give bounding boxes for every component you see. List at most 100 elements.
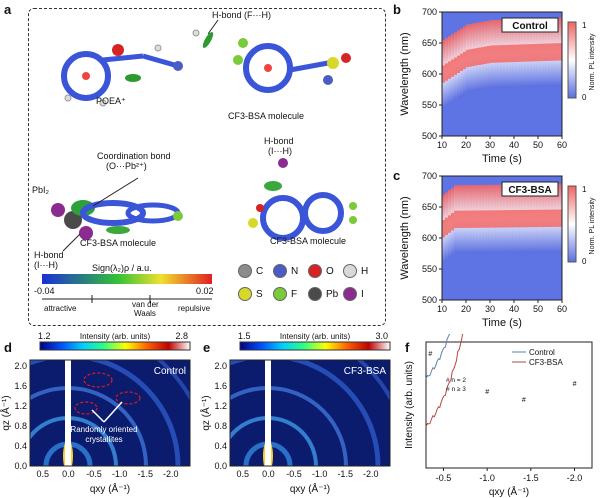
legend-atom-label: C xyxy=(256,265,264,277)
heatmap-peak-band xyxy=(526,209,530,228)
x-axis-label: qxy (Å⁻¹) xyxy=(290,482,330,495)
heatmap-peak-band xyxy=(526,44,530,62)
x-tick-label: -2.0 xyxy=(567,473,583,483)
heatmap-title: CF3-BSA xyxy=(508,185,551,196)
colorbar-label: Intensity (arb. units) xyxy=(80,332,151,341)
label-cf3-mid: CF3-BSA molecule xyxy=(80,238,157,248)
detector-gap xyxy=(65,360,71,466)
heatmap-peak-band xyxy=(442,220,446,238)
heatmap-peak-band xyxy=(493,45,497,63)
y-tick-label: 1.6 xyxy=(14,381,27,391)
x-tick-label: -1.5 xyxy=(523,473,539,483)
heatmap-peak-band xyxy=(448,215,452,233)
label-hbond-ih-left: H-bond xyxy=(34,250,64,260)
y-tick-label: 700 xyxy=(422,171,437,181)
y-tick-label: 0.8 xyxy=(14,421,27,431)
heatmap-peak-band xyxy=(496,210,500,228)
heatmap-peak-band xyxy=(478,47,482,66)
x-axis-label: Time (s) xyxy=(482,317,522,329)
legend-atom-h: H xyxy=(343,264,378,278)
annotation-text-line1: Randomly oriented xyxy=(70,425,137,434)
legend-atom-label: Pb xyxy=(326,288,339,300)
y-axis-label: Intensity (arb. units) xyxy=(404,361,415,449)
peak-marker: # xyxy=(522,397,526,404)
heatmap-peak-band xyxy=(463,51,467,70)
heatmap-peak-band xyxy=(490,210,494,228)
title-box xyxy=(501,17,559,33)
y-tick-label: 0.0 xyxy=(214,461,227,471)
giwaxs-cf3bsa: 1.5 3.0 Intensity (arb. units) 0.5 0.0 -0.5 -1… xyxy=(200,331,391,495)
scale-attractive: attractive xyxy=(44,304,77,313)
peak-marker: # xyxy=(428,351,432,358)
heatmap-peak-band xyxy=(484,210,488,228)
heatmap-peak-band xyxy=(457,55,461,73)
plot-frame xyxy=(29,359,191,467)
x-axis-label: Time (s) xyxy=(482,153,522,165)
plot-frame xyxy=(425,341,593,469)
x-tick-label: -1.0 xyxy=(112,469,128,479)
heatmap-peak-band xyxy=(559,209,563,227)
legend-atom-c: C xyxy=(238,264,273,278)
scale-vdw-2: Waals xyxy=(134,309,156,318)
heatmap-peak-band xyxy=(451,59,455,77)
colorbar-tick-max: 3.0 xyxy=(375,331,388,341)
y-tick-label: 650 xyxy=(422,38,437,48)
annotation-text-line2: crystallites xyxy=(85,435,122,444)
image-title: Control xyxy=(154,366,186,377)
y-tick-label: 550 xyxy=(422,100,437,110)
y-tick-label: 0.4 xyxy=(214,441,227,451)
x-axis-label: qxy (Å⁻¹) xyxy=(90,482,130,495)
heatmap-peak-band xyxy=(553,209,557,227)
heatmap-peak-band xyxy=(520,44,524,62)
crystallite-highlight xyxy=(74,401,98,415)
x-tick-label: 0.5 xyxy=(37,469,50,479)
y-tick-label: 500 xyxy=(422,295,437,305)
y-axis-label: Wavelength (nm) xyxy=(399,32,411,115)
heatmap-peak-band xyxy=(532,209,536,228)
heatmap-peak-band xyxy=(451,213,455,231)
scattering-ring xyxy=(30,360,181,466)
legend-label-control: Control xyxy=(529,348,555,357)
cf3-molecule-right xyxy=(248,158,357,241)
legend-atom-label: F xyxy=(291,288,298,300)
y-tick-label: 600 xyxy=(422,233,437,243)
colorbar-tick: 1 xyxy=(582,21,587,30)
x-tick-label: 20 xyxy=(461,140,471,150)
heatmap-peak-band xyxy=(520,209,524,228)
heatmap-peak-band xyxy=(544,43,548,61)
legend-atom-label: S xyxy=(256,288,263,300)
heatmap-peak-band xyxy=(466,210,470,228)
heatmap-peak-band xyxy=(550,209,554,227)
legend-atom-swatch xyxy=(308,287,322,301)
cf3-molecule-top xyxy=(192,29,351,93)
heatmap-peak-band xyxy=(550,43,554,61)
heatmap-peak-band xyxy=(472,210,476,228)
y-tick-label: 500 xyxy=(422,131,437,141)
y-tick-label: 1.6 xyxy=(214,381,227,391)
heatmap-peak-band xyxy=(517,44,521,62)
legend-atom-swatch xyxy=(343,264,357,278)
scale-min: -0.04 xyxy=(34,286,55,296)
panel-label-e: e xyxy=(203,340,211,355)
colorbar-tick-max: 2.8 xyxy=(175,331,188,341)
heatmap-peak-band xyxy=(538,43,542,62)
heatmap-peak-band xyxy=(475,48,479,66)
panel-label-a: a xyxy=(4,2,12,17)
x-tick-label: 10 xyxy=(437,304,447,314)
heatmap-peak-band xyxy=(463,210,467,228)
x-tick-label: 10 xyxy=(437,140,447,150)
heatmap-peak-band xyxy=(535,209,539,228)
label-coord-bond-2: (O···Pb²⁺) xyxy=(106,161,147,171)
colorbar-label: Intensity (arb. units) xyxy=(280,332,351,341)
heatmap-peak-band xyxy=(511,44,515,63)
cf3-molecule-mid xyxy=(51,200,183,240)
legend-atom-swatch xyxy=(273,287,287,301)
legend-atom-pb: Pb xyxy=(308,287,343,301)
heatmap-peak-band xyxy=(508,210,512,228)
heatmap-peak-band xyxy=(529,44,533,62)
y-axis-label: qz (Å⁻¹) xyxy=(200,395,212,430)
x-tick-label: -1.0 xyxy=(312,469,328,479)
heatmap-peak-band xyxy=(541,209,545,228)
label-hbond-ih-left-2: (I···H) xyxy=(34,260,58,270)
